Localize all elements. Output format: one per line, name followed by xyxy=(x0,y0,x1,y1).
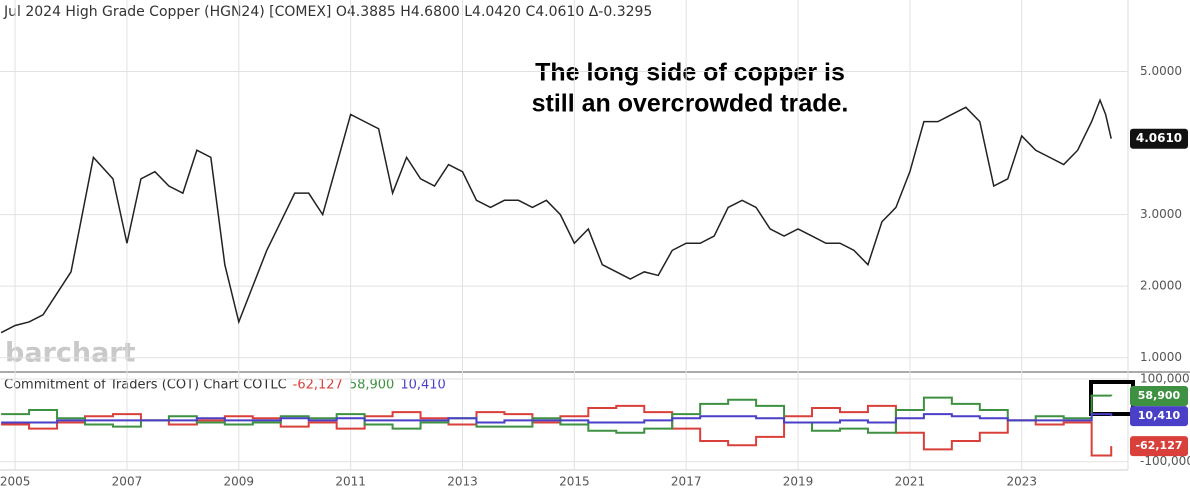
annotation: The long side of copper is xyxy=(535,59,845,87)
annotation: still an overcrowded trade. xyxy=(532,90,849,118)
x-tick-label: 2007 xyxy=(112,475,143,489)
cot-line xyxy=(1,394,1113,434)
y-tick-label: 1.0000 xyxy=(1140,350,1182,364)
x-tick-label: 2021 xyxy=(895,475,926,489)
x-tick-label: 2013 xyxy=(447,475,478,489)
cot-badge-label: -62,127 xyxy=(1135,439,1182,452)
x-tick-label: 2005 xyxy=(0,475,30,489)
x-tick-label: 2011 xyxy=(335,475,366,489)
x-tick-label: 2009 xyxy=(224,475,255,489)
y-tick-label: 3.0000 xyxy=(1140,207,1182,221)
x-tick-label: 2015 xyxy=(559,475,590,489)
legend-value: 10,410 xyxy=(400,378,446,393)
cot-badge-label: 10,410 xyxy=(1138,409,1181,422)
last-price-badge xyxy=(1130,128,1188,149)
y-tick-label: 2.0000 xyxy=(1140,279,1182,293)
x-tick-label: 2023 xyxy=(1006,475,1037,489)
chart-title: Jul 2024 High Grade Copper (HGN24) [COME… xyxy=(3,4,652,20)
y-tick-label: 5.0000 xyxy=(1140,64,1182,78)
y-tick-label: 100,000 xyxy=(1140,372,1190,386)
y-tick-label: -100,000 xyxy=(1140,454,1190,468)
price-line xyxy=(0,98,1112,334)
cot-badge-label: 58,900 xyxy=(1138,389,1181,402)
x-tick-label: 2019 xyxy=(783,475,814,489)
last-price-label: 4.0610 xyxy=(1136,131,1182,145)
cot-line xyxy=(1,413,1113,424)
legend-value: 58,900 xyxy=(349,378,395,393)
cot-badge xyxy=(1130,386,1188,407)
x-tick-label: 2017 xyxy=(671,475,702,489)
cot-badge xyxy=(1130,436,1188,457)
legend-value: -62,127 xyxy=(293,378,343,393)
cot-badge xyxy=(1130,406,1188,427)
cot-title: Commitment of Traders (COT) Chart COTLC xyxy=(4,378,287,393)
watermark: barchart xyxy=(5,338,136,369)
